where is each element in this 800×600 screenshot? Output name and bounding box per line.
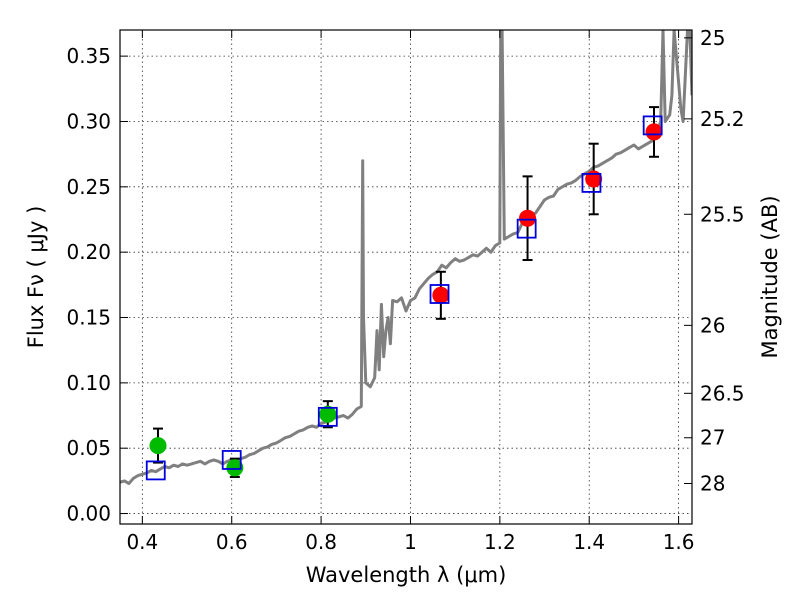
y-tick-label: 0.05 [66,436,111,460]
x-tick-label: 1 [404,530,417,554]
x-tick-label: 1.4 [573,530,605,554]
right-axis-label: Magnitude (AB) [758,195,782,358]
right-tick-label: 28 [700,471,725,495]
flux-point-marker [585,170,603,188]
flux-point-marker [319,405,337,423]
y-tick-label: 0.35 [66,44,111,68]
model-square-marker [516,218,537,239]
model-square-marker [221,450,242,470]
x-tick-label: 1.2 [484,530,516,554]
model-square-marker [642,115,663,136]
y-tick-label: 0.25 [66,175,111,199]
marker-layer [145,106,663,481]
flux-point-marker [226,459,244,477]
x-tick-label: 0.6 [216,530,248,554]
y-tick-label: 0.15 [66,306,111,330]
x-tick-label: 0.4 [126,530,158,554]
x-tick-label: 1.6 [663,530,695,554]
spectrum-line [120,30,692,485]
x-axis-label: Wavelength λ (μm) [306,563,507,587]
right-tick-label: 25.2 [700,107,745,131]
right-tick-label: 25 [700,26,725,50]
y-tick-label: 0.00 [66,502,111,526]
right-tick-label: 26.5 [700,381,745,405]
flux-point-marker [645,123,663,141]
y-tick-label: 0.30 [66,109,111,133]
model-square-marker [429,284,450,304]
flux-point-marker [519,209,537,227]
right-tick-label: 27 [700,426,725,450]
ticks: 0.4 0.6 0.8 1 1.2 1.4 1.6 0.00 0.05 0.10 0.15 0.20 0… [66,26,744,554]
y-axis-label: Flux Fν ( μJy ) [24,206,48,349]
y-tick-label: 0.10 [66,371,111,395]
x-tick-label: 0.8 [305,530,337,554]
plot-frame [119,29,693,525]
flux-point-marker [432,286,450,304]
model-square-marker [317,406,338,427]
spectrum-layer [120,30,692,485]
right-tick-label: 25.5 [700,202,745,226]
model-square-marker [581,173,602,193]
y-tick-label: 0.20 [66,240,111,264]
flux-point-marker [149,437,167,455]
model-square-marker [145,460,166,481]
right-tick-label: 26 [700,313,725,337]
